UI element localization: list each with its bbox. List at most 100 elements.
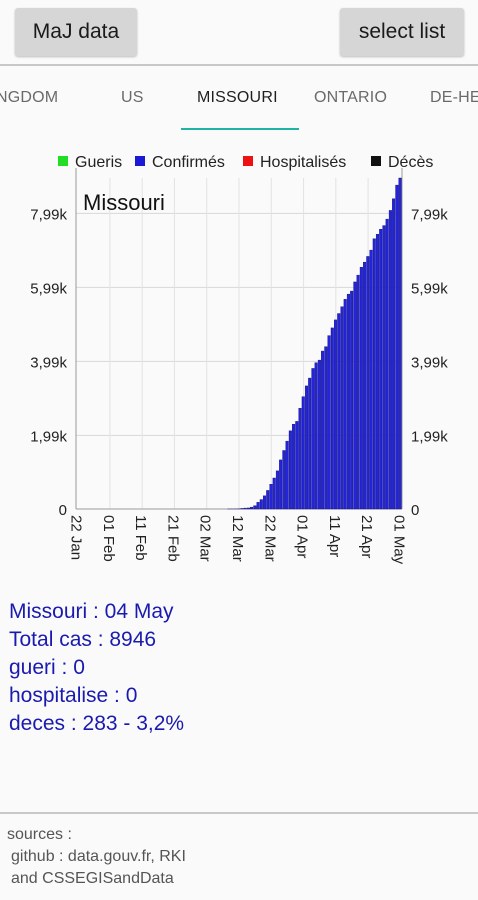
legend-swatch-gueris (58, 156, 68, 166)
x-tick-label: 02 Mar (197, 515, 214, 562)
y-tick-label-left: 7,99k (30, 206, 67, 223)
y-tick-label-left: 5,99k (30, 280, 67, 297)
sources-line: github : data.gouv.fr, RKI (11, 848, 186, 865)
bar (375, 234, 380, 510)
bar (379, 229, 383, 510)
legend-swatch-hospitalisés (243, 156, 253, 166)
bar (356, 274, 360, 510)
x-tick-label: 11 Feb (132, 515, 149, 561)
x-tick-label: 22 Mar (261, 515, 278, 562)
bar (324, 346, 328, 510)
bar (350, 290, 354, 510)
tab-kingdom[interactable]: NGDOM (0, 89, 59, 106)
bar (275, 470, 279, 510)
top-bar: MaJ data select list (0, 0, 478, 64)
bar (311, 368, 315, 510)
bar (363, 261, 367, 510)
info-recovered-line: gueri : 0 (9, 656, 85, 679)
bar (314, 362, 318, 510)
bar (295, 421, 299, 510)
legend-label: Hospitalisés (260, 154, 346, 171)
select-list-button[interactable]: select list (340, 8, 464, 56)
bar (282, 450, 286, 510)
tab-missouri[interactable]: MISSOURI (197, 89, 278, 106)
y-tick-label-right: 7,99k (411, 206, 448, 223)
bar (330, 327, 334, 510)
x-tick-label: 22 Jan (68, 515, 85, 560)
bar (340, 306, 344, 510)
bar (308, 377, 312, 510)
bar (298, 408, 302, 510)
sources-line: and CSSEGISandData (11, 870, 174, 887)
legend-swatch-confirmés (135, 156, 145, 166)
bar (285, 440, 289, 510)
y-tick-label-right: 3,99k (411, 354, 448, 371)
bar (263, 495, 267, 510)
bar-chart[interactable]: Gueris Confirmés Hospitalisés Décès 0 0 1,99k 1… (0, 140, 478, 590)
y-tick-label-left: 1,99k (30, 428, 67, 445)
y-tick-label-left: 3,99k (30, 354, 67, 371)
bar (253, 505, 257, 510)
bar (304, 385, 308, 510)
x-tick-label: 01 Apr (294, 515, 311, 558)
info-panel: Missouri : 04 May Total cas : 8946 gueri… (9, 598, 184, 738)
bar (288, 430, 292, 510)
bar (388, 210, 392, 510)
bar (243, 507, 247, 510)
legend-swatch-décès (371, 156, 381, 166)
x-tick-label: 01 Feb (100, 515, 117, 562)
x-tick-label: 11 Apr (326, 515, 343, 557)
bar (366, 256, 370, 510)
bar (334, 319, 338, 510)
tab-us[interactable]: US (121, 89, 144, 106)
bar (269, 484, 273, 510)
bar (256, 502, 260, 510)
active-tab-indicator (181, 128, 299, 130)
bar (259, 499, 263, 510)
legend-label: Confirmés (152, 154, 225, 171)
bar (240, 508, 244, 510)
tab-ontario[interactable]: ONTARIO (314, 89, 388, 106)
x-tick-label: 12 Mar (229, 515, 246, 562)
bar (359, 267, 363, 510)
bar (250, 506, 254, 510)
info-total-line: Total cas : 8946 (9, 628, 157, 651)
bar (246, 507, 250, 510)
legend-label: Gueris (75, 154, 122, 171)
x-tick-label: 01 May (390, 515, 407, 565)
chart-container[interactable]: Gueris Confirmés Hospitalisés Décès 0 0 1,99k 1… (0, 140, 478, 590)
chart-title: Missouri (83, 190, 165, 215)
bar (301, 396, 305, 510)
y-tick-label-right: 0 (411, 502, 419, 519)
bar (321, 350, 325, 510)
legend-label: Décès (388, 154, 433, 171)
y-tick-label-left: 0 (59, 502, 67, 519)
bar (317, 359, 321, 510)
maj-data-button[interactable]: MaJ data (15, 8, 137, 56)
bar (266, 490, 270, 510)
bar (398, 177, 402, 510)
info-hospitalized-line: hospitalise : 0 (9, 684, 138, 707)
bar (327, 335, 331, 510)
bar (292, 424, 296, 510)
info-date-line: Missouri : 04 May (9, 600, 174, 623)
x-tick-label: 21 Feb (164, 515, 181, 562)
tab-de-he[interactable]: DE-HE (430, 89, 478, 106)
bar (395, 184, 399, 510)
sources-footer: sources : github : data.gouv.fr, RKI and… (0, 812, 478, 900)
bar (369, 249, 373, 510)
y-tick-label-right: 5,99k (411, 280, 448, 297)
bar (385, 218, 389, 510)
bar (272, 477, 276, 510)
bar (372, 238, 376, 510)
info-deaths-line: deces : 283 - 3,2% (9, 712, 185, 735)
tab-bar: NGDOM US MISSOURI ONTARIO DE-HE (0, 64, 478, 130)
bar (337, 313, 341, 510)
bar (279, 459, 283, 510)
sources-heading: sources : (7, 826, 72, 843)
x-tick-label: 21 Apr (358, 515, 375, 558)
bar (392, 198, 396, 510)
bar (382, 225, 386, 510)
y-tick-label-right: 1,99k (411, 428, 448, 445)
bar (343, 299, 347, 510)
